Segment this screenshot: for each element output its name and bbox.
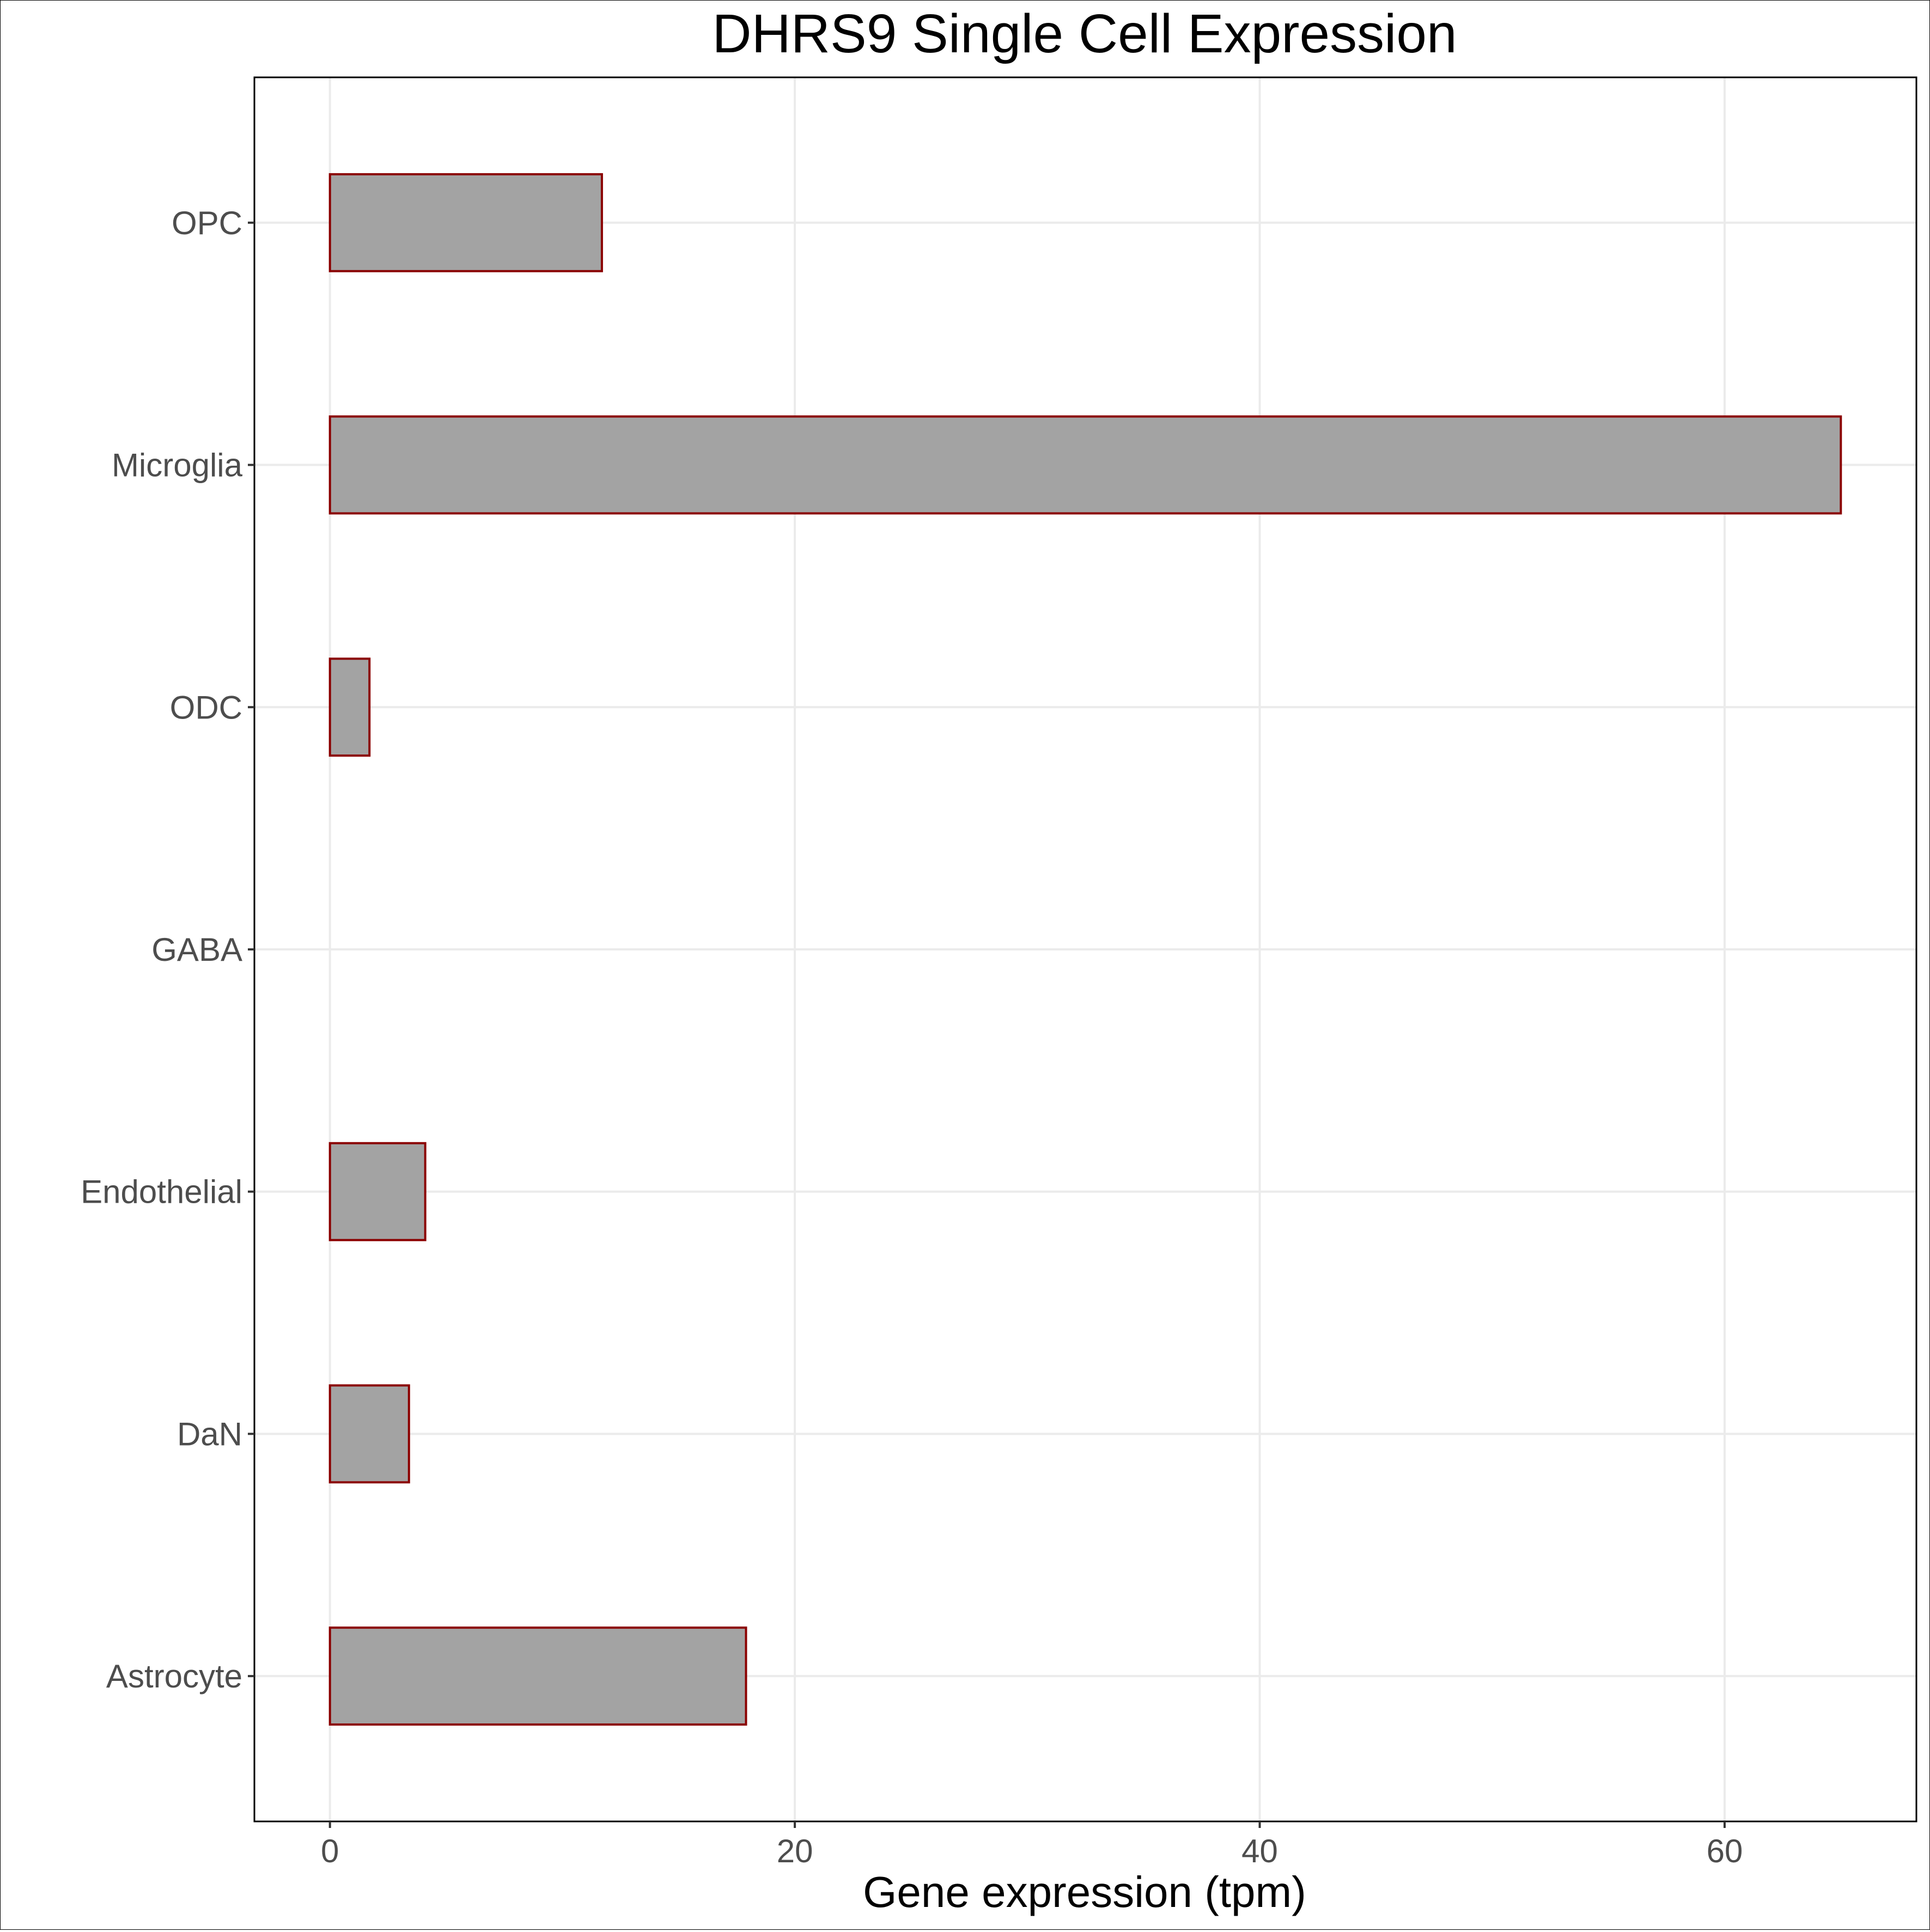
y-tick-label: Microglia [112, 447, 243, 484]
y-tick-label: Endothelial [81, 1174, 242, 1210]
y-tick-label: Astrocyte [106, 1658, 242, 1695]
x-axis: 0 20 40 60 [321, 1821, 1743, 1869]
x-tick-label: 0 [321, 1833, 339, 1869]
x-tick-label: 20 [777, 1833, 813, 1869]
y-tick-label: GABA [151, 931, 242, 968]
bar-endothelial [328, 1142, 427, 1241]
x-axis-title: Gene expression (tpm) [863, 1868, 1306, 1916]
y-tick-label: OPC [172, 205, 242, 241]
x-tick-label: 40 [1241, 1833, 1278, 1869]
bar-odc [328, 657, 371, 757]
bar-astrocyte [328, 1626, 747, 1726]
bars [328, 173, 1842, 1726]
y-tick-label: ODC [170, 689, 242, 726]
bar-dan [328, 1384, 410, 1484]
x-tick-label: 60 [1707, 1833, 1743, 1869]
bar-microglia [328, 415, 1842, 515]
bar-opc [328, 173, 603, 272]
grid-lines [254, 77, 1916, 1821]
y-axis: Astrocyte DaN Endothelial GABA ODC Microglia O… [81, 205, 254, 1695]
y-tick-label: DaN [177, 1416, 242, 1452]
chart-title: DHRS9 Single Cell Expression [712, 3, 1457, 64]
